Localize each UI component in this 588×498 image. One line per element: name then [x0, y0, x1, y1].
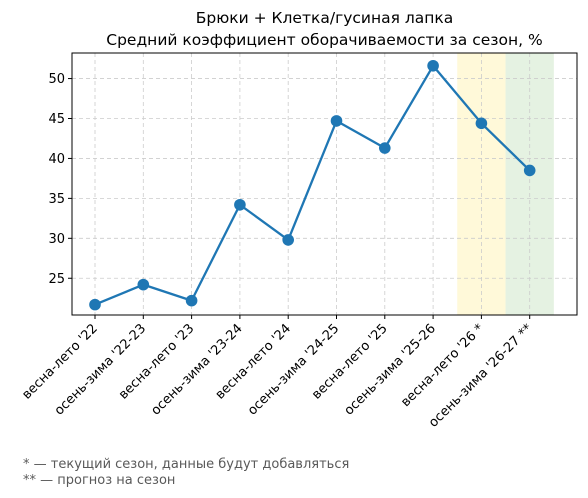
- x-tick-label: весна-лето '26 *: [398, 321, 487, 410]
- y-tick-label: 30: [48, 232, 65, 247]
- y-tick-label: 45: [48, 112, 65, 127]
- footnote-forecast: ** — прогноз на сезон: [23, 473, 176, 488]
- plot-frame: [71, 52, 578, 316]
- x-tick-label: осень-зима '25-26: [342, 321, 439, 418]
- footnote-current-season: * — текущий сезон, данные будут добавлят…: [23, 457, 350, 472]
- chart-subtitle: Средний коэффициент оборачиваемости за с…: [106, 31, 542, 49]
- y-tick-label: 35: [48, 192, 65, 207]
- data-point: [89, 298, 101, 311]
- data-point: [379, 142, 391, 154]
- data-point: [282, 234, 295, 246]
- data-point: [427, 59, 439, 72]
- data-point: [475, 117, 488, 130]
- data-point: [330, 115, 343, 127]
- chart-title: Брюки + Клетка/гусиная лапка: [196, 9, 454, 27]
- data-point: [137, 278, 150, 291]
- x-tick-label: осень-зима '24-25: [245, 321, 342, 418]
- y-tick-label: 50: [48, 72, 65, 87]
- data-point: [185, 294, 198, 307]
- x-tick-label: осень-зима '23-24: [148, 321, 245, 418]
- y-tick-label: 25: [48, 272, 65, 287]
- y-tick-label: 40: [48, 152, 65, 167]
- data-point: [523, 164, 536, 177]
- highlight-band: [505, 53, 554, 315]
- data-point: [234, 198, 246, 211]
- highlight-band: [457, 53, 506, 315]
- series-line: [94, 64, 531, 306]
- x-tick-label: осень-зима '22-23: [52, 321, 149, 418]
